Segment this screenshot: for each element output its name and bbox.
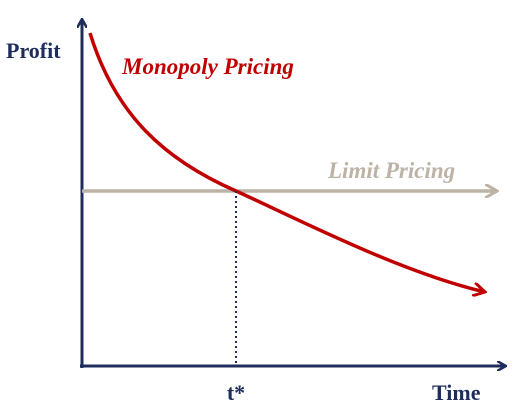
monopoly-pricing-label: Monopoly Pricing	[121, 54, 294, 79]
limit-pricing-label: Limit Pricing	[327, 158, 455, 183]
y-axis-label: Profit	[6, 38, 61, 63]
x-axis-label: Time	[432, 380, 481, 405]
t-star-label: t*	[227, 380, 245, 405]
